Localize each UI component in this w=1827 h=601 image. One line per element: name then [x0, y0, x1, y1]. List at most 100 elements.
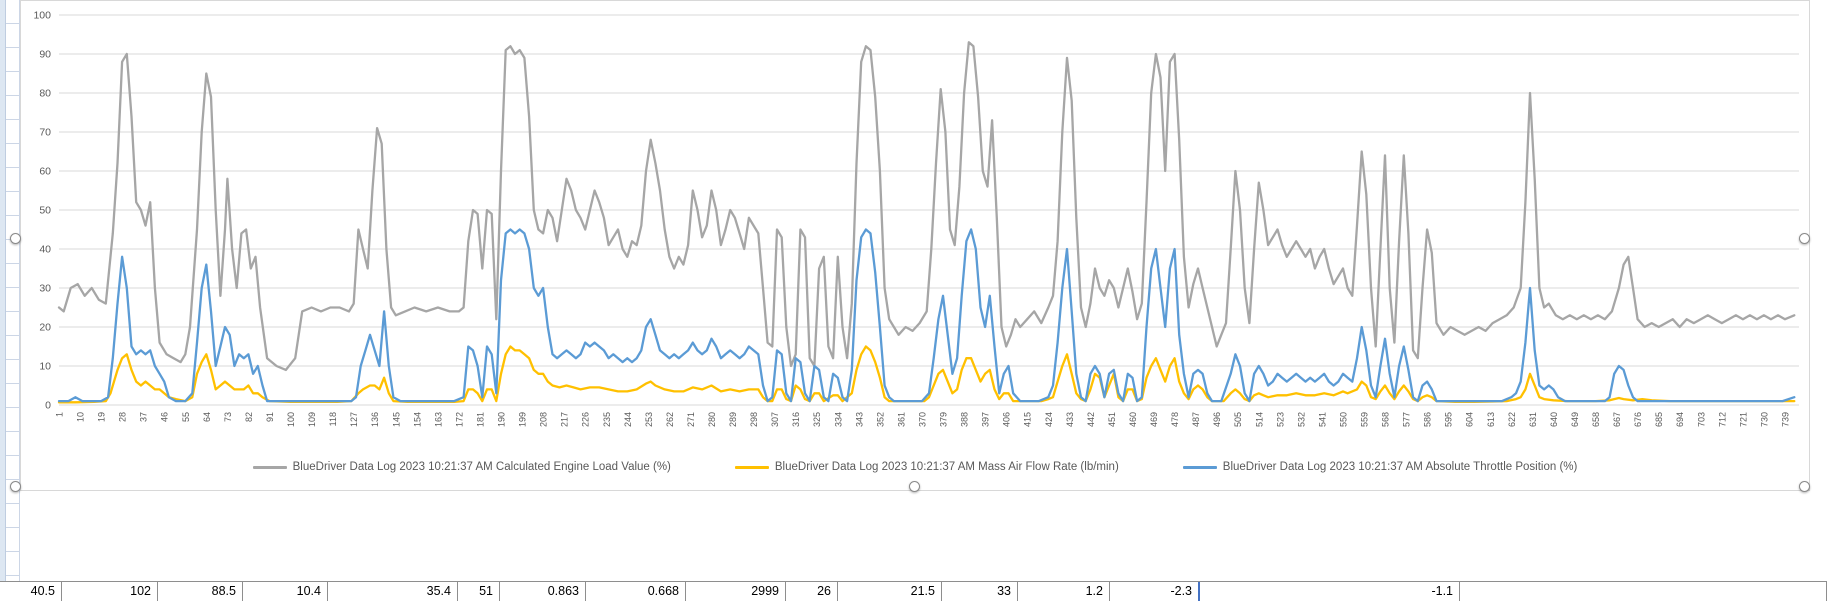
- svg-text:136: 136: [370, 412, 380, 427]
- svg-text:10: 10: [39, 361, 51, 373]
- svg-text:667: 667: [1612, 412, 1622, 427]
- svg-text:343: 343: [854, 412, 864, 427]
- svg-text:325: 325: [812, 412, 822, 427]
- svg-text:118: 118: [328, 412, 338, 426]
- chart-legend[interactable]: BlueDriver Data Log 2023 10:21:37 AM Cal…: [21, 461, 1809, 473]
- svg-text:613: 613: [1486, 412, 1496, 427]
- svg-text:550: 550: [1339, 412, 1349, 427]
- sheet-cell[interactable]: 51: [458, 582, 500, 601]
- svg-text:685: 685: [1654, 412, 1664, 427]
- svg-text:487: 487: [1191, 412, 1201, 427]
- svg-text:262: 262: [665, 412, 675, 427]
- svg-text:10: 10: [76, 412, 86, 422]
- svg-text:694: 694: [1675, 412, 1685, 427]
- svg-text:82: 82: [244, 412, 254, 422]
- svg-text:640: 640: [1549, 412, 1559, 427]
- sheet-cell[interactable]: [1460, 582, 1827, 601]
- worksheet-bottom-row: 40.5 102 88.5 10.4 35.4 51 0.863 0.668 2999 26 21.…: [0, 581, 1827, 601]
- svg-text:145: 145: [391, 412, 401, 427]
- svg-text:649: 649: [1570, 412, 1580, 427]
- svg-text:1: 1: [55, 412, 65, 417]
- svg-text:442: 442: [1086, 412, 1096, 427]
- svg-text:451: 451: [1107, 412, 1117, 427]
- svg-text:55: 55: [181, 412, 191, 422]
- svg-text:109: 109: [307, 412, 317, 427]
- legend-line-swatch-blue: [1182, 465, 1217, 469]
- svg-text:73: 73: [223, 412, 233, 422]
- legend-line-swatch-gold: [734, 465, 769, 469]
- svg-text:370: 370: [918, 412, 928, 427]
- svg-text:0: 0: [45, 400, 51, 412]
- svg-text:388: 388: [960, 412, 970, 427]
- legend-label-mass-air-flow: BlueDriver Data Log 2023 10:21:37 AM Mas…: [774, 461, 1119, 473]
- svg-text:60: 60: [39, 166, 51, 178]
- chart-resize-handle-bottom-left[interactable]: [10, 481, 21, 492]
- svg-text:181: 181: [476, 412, 486, 427]
- svg-text:154: 154: [412, 412, 422, 427]
- svg-text:415: 415: [1023, 412, 1033, 427]
- svg-text:460: 460: [1128, 412, 1138, 427]
- legend-item-mass-air-flow[interactable]: BlueDriver Data Log 2023 10:21:37 AM Mas…: [734, 461, 1119, 473]
- chart-resize-handle-bottom-right[interactable]: [1799, 481, 1810, 492]
- svg-text:307: 307: [770, 412, 780, 427]
- chart-resize-handle-bottom[interactable]: [909, 481, 920, 492]
- svg-text:244: 244: [623, 412, 633, 427]
- svg-text:334: 334: [833, 412, 843, 427]
- svg-text:532: 532: [1296, 412, 1306, 427]
- legend-item-engine-load[interactable]: BlueDriver Data Log 2023 10:21:37 AM Cal…: [252, 461, 671, 473]
- svg-text:280: 280: [707, 412, 717, 427]
- svg-text:559: 559: [1360, 412, 1370, 427]
- svg-text:541: 541: [1317, 412, 1327, 427]
- worksheet-left-cells[interactable]: [0, 0, 20, 601]
- sheet-cell[interactable]: 2999: [686, 582, 786, 601]
- svg-text:721: 721: [1738, 412, 1748, 427]
- svg-text:226: 226: [581, 412, 591, 427]
- sheet-cell[interactable]: -1.1: [1200, 582, 1460, 601]
- svg-text:622: 622: [1507, 412, 1517, 427]
- svg-text:40: 40: [39, 244, 51, 256]
- legend-label-throttle-position: BlueDriver Data Log 2023 10:21:37 AM Abs…: [1222, 461, 1578, 473]
- svg-text:586: 586: [1423, 412, 1433, 427]
- sheet-cell[interactable]: 1.2: [1018, 582, 1110, 601]
- svg-text:577: 577: [1402, 412, 1412, 427]
- svg-text:361: 361: [896, 412, 906, 427]
- svg-text:190: 190: [497, 412, 507, 427]
- svg-text:523: 523: [1275, 412, 1285, 427]
- svg-text:604: 604: [1465, 412, 1475, 427]
- sheet-cell[interactable]: 0.668: [586, 582, 686, 601]
- sheet-cell[interactable]: 35.4: [328, 582, 458, 601]
- svg-text:19: 19: [97, 412, 107, 422]
- sheet-cell[interactable]: 10.4: [243, 582, 328, 601]
- chart-resize-handle-right[interactable]: [1799, 233, 1810, 244]
- svg-text:595: 595: [1444, 412, 1454, 427]
- svg-text:433: 433: [1065, 412, 1075, 427]
- svg-text:28: 28: [118, 412, 128, 422]
- svg-text:100: 100: [33, 10, 51, 22]
- svg-text:298: 298: [749, 412, 759, 427]
- svg-text:316: 316: [791, 412, 801, 427]
- sheet-cell[interactable]: 26: [786, 582, 838, 601]
- svg-text:271: 271: [686, 412, 696, 427]
- svg-text:163: 163: [433, 412, 443, 427]
- chart-resize-handle-left[interactable]: [10, 233, 21, 244]
- sheet-cell[interactable]: 102: [62, 582, 158, 601]
- sheet-cell[interactable]: 0.863: [500, 582, 586, 601]
- sheet-cell[interactable]: 21.5: [838, 582, 942, 601]
- svg-text:253: 253: [644, 412, 654, 427]
- sheet-cell[interactable]: 33: [942, 582, 1018, 601]
- svg-text:514: 514: [1254, 412, 1264, 427]
- svg-text:352: 352: [875, 412, 885, 427]
- svg-text:64: 64: [202, 412, 212, 422]
- svg-text:469: 469: [1149, 412, 1159, 427]
- svg-text:505: 505: [1233, 412, 1243, 427]
- svg-text:676: 676: [1633, 412, 1643, 427]
- legend-item-throttle-position[interactable]: BlueDriver Data Log 2023 10:21:37 AM Abs…: [1182, 461, 1578, 473]
- sheet-cell[interactable]: 40.5: [0, 582, 62, 601]
- sheet-cell[interactable]: -2.3: [1110, 582, 1200, 601]
- svg-text:46: 46: [160, 412, 170, 422]
- chart-object[interactable]: 0 10 20 30 40 50 60 70 80 90 100 1 10 19 28 37 46 55 64 73 8…: [20, 0, 1810, 491]
- sheet-cell[interactable]: 88.5: [158, 582, 243, 601]
- svg-text:730: 730: [1759, 412, 1769, 427]
